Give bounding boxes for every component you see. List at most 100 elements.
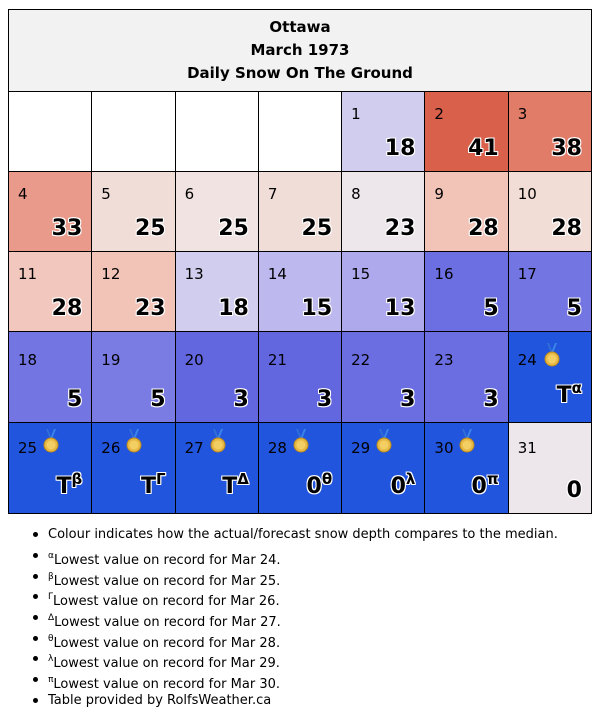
day-cell: 10 28 [508, 172, 592, 252]
snow-depth-value: 15 [302, 296, 333, 321]
day-number: 8 [351, 185, 361, 203]
medal-icon [542, 343, 562, 367]
snow-depth-value: 41 [468, 136, 499, 161]
day-cell: 29 0λ [342, 423, 426, 514]
day-number: 27 [184, 439, 204, 457]
day-cell: 4 33 [9, 172, 93, 252]
snow-depth-number: 15 [301, 296, 333, 321]
snow-depth-number: 38 [551, 136, 582, 161]
day-cell: 13 18 [175, 252, 259, 332]
snow-depth-value: 0λ [391, 470, 416, 499]
day-number: 24 [517, 351, 537, 369]
snow-depth-number: 5 [150, 387, 166, 412]
day-number: 4 [18, 185, 28, 203]
snow-depth-value: 33 [52, 216, 83, 241]
day-number: 29 [351, 439, 371, 457]
day-cell: 14 15 [258, 252, 343, 332]
day-cell: 5 25 [92, 172, 176, 252]
snow-depth-number: 28 [51, 296, 83, 321]
day-cell: 11 28 [9, 252, 93, 332]
snow-depth-value: 28 [551, 216, 582, 241]
snow-depth-value: 3 [317, 387, 332, 412]
snow-depth-number: 25 [218, 216, 249, 241]
snow-depth-number: 3 [400, 387, 416, 412]
day-cell: 17 5 [508, 252, 592, 332]
medal-icon [208, 429, 228, 453]
calendar-grid: 1 18 2 41 3 38 4 33 5 25 6 25 7 25 8 23 9 28 10 28 11 28 12 23 1… [8, 91, 592, 514]
snow-depth-number: 5 [66, 387, 83, 412]
snow-depth-number: T [56, 474, 72, 499]
day-number: 7 [267, 185, 278, 203]
footnote-item: Table provided by RolfsWeather.ca [33, 692, 558, 711]
snow-depth-number: 3 [316, 387, 333, 412]
footnote-mark: Γ [48, 592, 54, 603]
day-number: 15 [351, 265, 371, 283]
footnote-item: αLowest value on record for Mar 24. [33, 547, 558, 568]
day-number: 12 [101, 265, 121, 283]
empty-day-cell [9, 92, 93, 172]
empty-day-cell [258, 92, 343, 172]
snow-depth-value: TΔ [222, 470, 249, 499]
snow-depth-value: 0θ [307, 470, 333, 499]
snow-depth-number: 23 [384, 216, 416, 241]
day-cell: 1 18 [342, 92, 426, 172]
footnotes-list: Colour indicates how the actual/forecast… [33, 526, 558, 711]
footnote-item: ΓLowest value on record for Mar 26. [33, 588, 558, 609]
snow-depth-number: 0 [566, 478, 582, 503]
day-number: 31 [517, 439, 537, 457]
snow-depth-value: 0π [472, 470, 499, 499]
day-cell: 12 23 [92, 252, 176, 332]
snow-depth-value: 5 [150, 387, 165, 412]
day-number: 2 [434, 105, 444, 123]
day-cell: 3 38 [508, 92, 592, 172]
medal-icon [291, 429, 311, 453]
snow-depth-number: 0 [471, 474, 487, 499]
day-number: 6 [184, 185, 195, 203]
snow-depth-value: 0 [567, 478, 582, 503]
record-footnote-mark: Δ [237, 470, 249, 488]
record-footnote-mark: θ [321, 470, 333, 488]
snow-depth-value: Tβ [57, 470, 83, 499]
day-cell: 20 3 [175, 332, 259, 423]
snow-depth-number: T [556, 383, 572, 408]
day-cell: 23 3 [425, 332, 509, 423]
snow-depth-number: 41 [468, 136, 499, 161]
day-number: 9 [434, 185, 444, 203]
snow-depth-value: Tα [557, 379, 582, 408]
snow-calendar: Ottawa March 1973 Daily Snow On The Grou… [8, 9, 592, 514]
snow-depth-number: 28 [551, 216, 582, 241]
snow-depth-value: 3 [234, 387, 249, 412]
day-cell: 7 25 [258, 172, 343, 252]
day-cell: 19 5 [92, 332, 176, 423]
footnote-text: Lowest value on record for Mar 24. [53, 553, 281, 568]
snow-depth-value: 23 [385, 216, 416, 241]
day-number: 13 [184, 265, 204, 283]
day-cell: 31 0 [508, 423, 592, 514]
snow-depth-value: 5 [567, 296, 582, 321]
footnote-text: Colour indicates how the actual/forecast… [48, 527, 558, 542]
snow-depth-number: T [140, 474, 156, 499]
footnote-text: Lowest value on record for Mar 29. [53, 656, 280, 672]
medal-icon [374, 429, 394, 453]
footnote-item: Colour indicates how the actual/forecast… [33, 526, 558, 547]
day-number: 11 [18, 265, 38, 283]
snow-depth-number: 18 [384, 136, 416, 161]
footnote-item: βLowest value on record for Mar 25. [33, 568, 558, 589]
footnote-item: λLowest value on record for Mar 29. [33, 650, 558, 672]
day-number: 5 [101, 185, 111, 203]
record-footnote-mark: π [486, 470, 499, 488]
day-cell: 22 3 [342, 332, 426, 423]
snow-depth-value: 5 [67, 387, 82, 412]
footnote-mark: θ [48, 633, 54, 644]
snow-depth-value: 25 [218, 216, 249, 241]
day-cell: 25 Tβ [9, 423, 93, 514]
snow-depth-number: 33 [51, 216, 83, 241]
day-number: 21 [267, 351, 287, 369]
day-cell: 16 5 [425, 252, 509, 332]
day-cell: 9 28 [425, 172, 509, 252]
snow-depth-number: 25 [301, 216, 333, 241]
day-cell: 8 23 [342, 172, 426, 252]
record-footnote-mark: Γ [156, 470, 166, 488]
snow-depth-number: 23 [134, 296, 166, 321]
calendar-header: Ottawa March 1973 Daily Snow On The Grou… [8, 9, 592, 91]
